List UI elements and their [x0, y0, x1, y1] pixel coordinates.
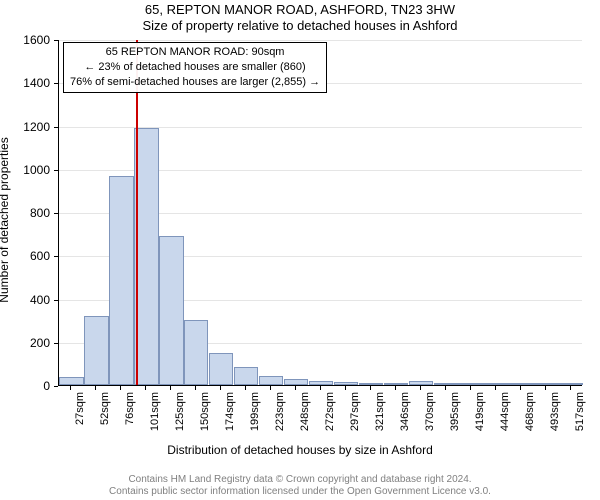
histogram-bar — [209, 353, 233, 385]
histogram-bar — [533, 383, 557, 385]
plot-area: 65 REPTON MANOR ROAD: 90sqm← 23% of deta… — [58, 40, 582, 386]
info-box: 65 REPTON MANOR ROAD: 90sqm← 23% of deta… — [63, 42, 327, 93]
histogram-bar — [409, 381, 433, 385]
x-tick-label: 150sqm — [199, 392, 211, 442]
histogram-bar — [334, 382, 358, 385]
x-tick-label: 174sqm — [224, 392, 236, 442]
x-tick-label: 272sqm — [324, 392, 336, 442]
y-tick-label: 1000 — [23, 163, 50, 177]
histogram-bar — [59, 377, 83, 385]
y-tick-label: 800 — [30, 206, 50, 220]
histogram-bar — [84, 316, 108, 385]
chart-title-description: Size of property relative to detached ho… — [0, 18, 600, 33]
histogram-bar — [134, 128, 158, 385]
info-box-line: 76% of semi-detached houses are larger (… — [70, 75, 320, 90]
histogram-bar — [483, 383, 507, 385]
x-tick-label: 321sqm — [374, 392, 386, 442]
x-tick-label: 370sqm — [424, 392, 436, 442]
histogram-bar — [458, 383, 482, 385]
info-box-line: ← 23% of detached houses are smaller (86… — [70, 60, 320, 75]
histogram-bar — [558, 383, 582, 385]
x-tick-label: 223sqm — [274, 392, 286, 442]
y-tick-label: 1200 — [23, 120, 50, 134]
y-tick-label: 1600 — [23, 33, 50, 47]
histogram-bar — [109, 176, 133, 385]
x-tick-label: 517sqm — [574, 392, 586, 442]
y-tick-label: 0 — [43, 379, 50, 393]
x-tick-label: 419sqm — [474, 392, 486, 442]
histogram-bar — [359, 383, 383, 385]
x-tick-label: 199sqm — [249, 392, 261, 442]
x-tick-label: 248sqm — [299, 392, 311, 442]
histogram-bar — [434, 383, 458, 385]
histogram-bar — [384, 383, 408, 385]
footnote-line1: Contains HM Land Registry data © Crown c… — [128, 474, 471, 485]
histogram-bar — [284, 379, 308, 385]
histogram-bar — [309, 381, 333, 385]
histogram-bar — [159, 236, 183, 385]
y-tick-label: 400 — [30, 293, 50, 307]
y-tick-label: 1400 — [23, 76, 50, 90]
x-tick-label: 76sqm — [124, 392, 136, 442]
y-tick-label: 200 — [30, 336, 50, 350]
footnote-line2: Contains public sector information licen… — [109, 486, 491, 497]
x-axis-title: Distribution of detached houses by size … — [0, 443, 600, 457]
histogram-bar — [259, 376, 283, 385]
histogram-bar — [508, 383, 532, 385]
x-tick-label: 297sqm — [349, 392, 361, 442]
x-tick-label: 395sqm — [449, 392, 461, 442]
footnote: Contains HM Land Registry data © Crown c… — [0, 474, 600, 498]
histogram-bar — [184, 320, 208, 385]
info-box-line: 65 REPTON MANOR ROAD: 90sqm — [70, 45, 320, 60]
x-tick-label: 468sqm — [524, 392, 536, 442]
x-tick-label: 125sqm — [174, 392, 186, 442]
x-tick-label: 444sqm — [499, 392, 511, 442]
histogram-bar — [234, 367, 258, 385]
x-tick-label: 493sqm — [549, 392, 561, 442]
x-tick-label: 27sqm — [74, 392, 86, 442]
y-axis-labels: 02004006008001000120014001600 — [0, 40, 54, 386]
x-tick-label: 346sqm — [399, 392, 411, 442]
x-tick-label: 52sqm — [99, 392, 111, 442]
x-tick-label: 101sqm — [149, 392, 161, 442]
chart-title-address: 65, REPTON MANOR ROAD, ASHFORD, TN23 3HW — [0, 2, 600, 17]
x-axis-labels: 27sqm 52sqm 76sqm 101sqm 125sqm 150sqm 174sqm 1… — [58, 386, 582, 444]
y-tick-label: 600 — [30, 249, 50, 263]
